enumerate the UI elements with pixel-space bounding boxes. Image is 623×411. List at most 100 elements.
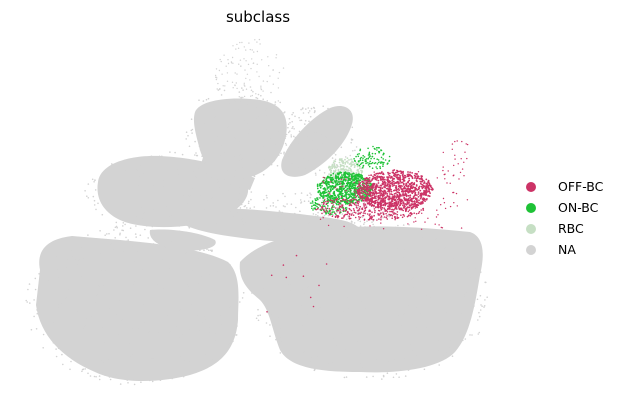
data-point	[320, 134, 323, 136]
data-point	[205, 146, 207, 148]
data-point	[166, 204, 168, 207]
data-point	[201, 155, 203, 157]
data-point	[101, 213, 104, 216]
data-point	[464, 264, 467, 267]
data-point	[281, 213, 283, 216]
data-point	[345, 193, 348, 196]
data-point	[417, 193, 420, 195]
data-point	[155, 338, 157, 341]
data-point	[392, 376, 395, 379]
data-point	[204, 137, 206, 140]
data-point	[277, 215, 279, 218]
data-point	[368, 165, 371, 168]
data-point	[404, 375, 407, 377]
data-point	[334, 154, 337, 156]
data-point	[386, 215, 388, 217]
data-point	[362, 166, 364, 169]
data-point	[411, 278, 414, 281]
data-point	[175, 315, 178, 318]
data-point	[279, 340, 282, 343]
data-point	[358, 216, 360, 218]
data-point	[399, 170, 402, 173]
data-point	[249, 135, 252, 138]
data-point	[327, 224, 330, 227]
data-point	[305, 267, 308, 270]
data-point	[154, 233, 156, 236]
data-point	[82, 267, 85, 269]
data-point	[423, 368, 426, 371]
data-point	[272, 69, 274, 71]
data-point	[274, 280, 277, 282]
data-point	[426, 198, 428, 200]
data-point	[357, 170, 360, 173]
data-point	[410, 317, 413, 320]
data-point	[319, 322, 322, 324]
data-point	[104, 269, 106, 272]
data-point	[131, 272, 133, 275]
data-point	[179, 284, 181, 286]
data-point	[185, 181, 187, 183]
data-point	[383, 365, 386, 367]
data-point	[271, 228, 273, 231]
data-point	[323, 202, 326, 204]
data-point	[227, 151, 230, 153]
data-point	[221, 116, 223, 119]
data-point	[165, 241, 167, 243]
data-point	[166, 314, 168, 317]
data-point	[377, 214, 380, 216]
data-point	[373, 194, 376, 196]
data-point	[442, 260, 445, 263]
data-point	[296, 299, 299, 302]
data-point	[440, 304, 442, 307]
data-point	[245, 222, 248, 224]
data-point	[407, 194, 410, 197]
data-point	[355, 195, 358, 198]
data-point	[340, 313, 343, 315]
data-point	[415, 179, 418, 182]
data-point	[234, 126, 237, 128]
data-point	[222, 183, 225, 186]
data-point	[241, 218, 244, 220]
data-point	[163, 317, 165, 320]
data-point	[346, 288, 349, 290]
data-point	[367, 288, 370, 290]
data-point	[297, 161, 300, 164]
data-point	[375, 192, 378, 195]
data-point	[455, 192, 458, 195]
data-point	[405, 190, 408, 193]
data-point	[214, 277, 217, 279]
data-point	[468, 267, 470, 269]
data-point	[135, 370, 138, 372]
data-point	[170, 249, 172, 251]
data-point	[204, 180, 207, 182]
data-point	[424, 191, 427, 193]
data-point	[182, 294, 184, 297]
data-point	[333, 228, 335, 230]
data-point	[316, 250, 319, 253]
data-point	[405, 208, 408, 211]
data-point	[340, 146, 343, 149]
data-point	[307, 136, 309, 138]
data-point	[307, 111, 310, 114]
data-point	[268, 65, 270, 67]
data-point	[325, 321, 328, 323]
data-point	[436, 240, 438, 242]
data-point	[384, 356, 387, 359]
data-point	[228, 207, 231, 210]
data-point	[348, 188, 350, 190]
data-point	[172, 369, 175, 372]
data-point	[362, 215, 364, 217]
data-point	[334, 181, 337, 184]
data-point	[385, 209, 388, 212]
data-point	[100, 269, 102, 272]
data-point	[170, 160, 172, 163]
data-point	[410, 212, 413, 214]
data-point	[236, 213, 238, 216]
data-point	[167, 169, 169, 171]
data-point	[337, 198, 340, 201]
data-point	[69, 294, 71, 296]
data-point	[83, 296, 86, 299]
data-point	[414, 177, 416, 179]
data-point	[348, 213, 351, 216]
data-point	[154, 332, 157, 334]
